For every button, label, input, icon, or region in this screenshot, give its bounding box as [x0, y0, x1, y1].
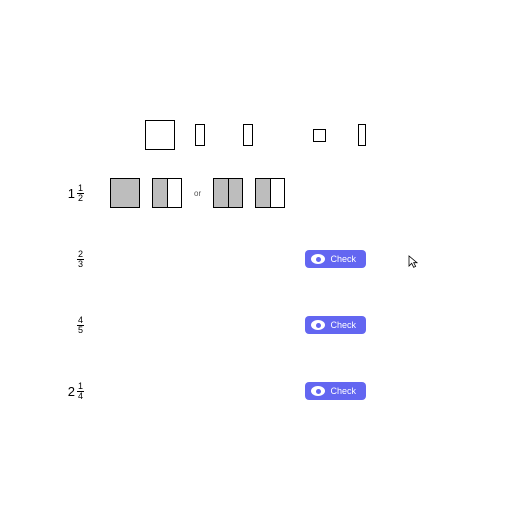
numerator: 1: [77, 382, 84, 392]
half-square: [213, 178, 243, 208]
eye-icon: [311, 386, 325, 396]
whole-number: 2: [68, 384, 75, 399]
header-shape-square: [145, 120, 175, 150]
problem-row: 2 3 Check: [50, 244, 466, 274]
fraction-label: 1 1 2: [50, 184, 90, 203]
header-shapes: [145, 120, 366, 150]
denominator: 3: [77, 260, 84, 269]
fraction-label: 4 5: [50, 316, 90, 335]
check-button[interactable]: Check: [305, 250, 366, 268]
eye-icon: [311, 320, 325, 330]
problem-row: 1 1 2 or: [50, 178, 466, 208]
header-shape-slim: [195, 124, 205, 146]
fraction-label: 2 1 4: [50, 382, 90, 401]
half-square: [255, 178, 285, 208]
whole-number: 1: [68, 186, 75, 201]
fraction-label: 2 3: [50, 250, 90, 269]
denominator: 4: [77, 392, 84, 401]
header-shape-small: [313, 129, 326, 142]
header-shape-slim: [358, 124, 366, 146]
fraction-models: or: [110, 178, 285, 208]
check-button[interactable]: Check: [305, 382, 366, 400]
numerator: 4: [77, 316, 84, 326]
denominator: 5: [77, 326, 84, 335]
problem-row: 4 5 Check: [50, 310, 466, 340]
check-label: Check: [330, 320, 356, 330]
problem-row: 2 1 4 Check: [50, 376, 466, 406]
check-button[interactable]: Check: [305, 316, 366, 334]
or-text: or: [194, 189, 201, 198]
header-shape-slim: [243, 124, 253, 146]
numerator: 2: [77, 250, 84, 260]
check-label: Check: [330, 386, 356, 396]
check-label: Check: [330, 254, 356, 264]
half-square: [152, 178, 182, 208]
denominator: 2: [77, 194, 84, 203]
unit-square-filled: [110, 178, 140, 208]
eye-icon: [311, 254, 325, 264]
numerator: 1: [77, 184, 84, 194]
